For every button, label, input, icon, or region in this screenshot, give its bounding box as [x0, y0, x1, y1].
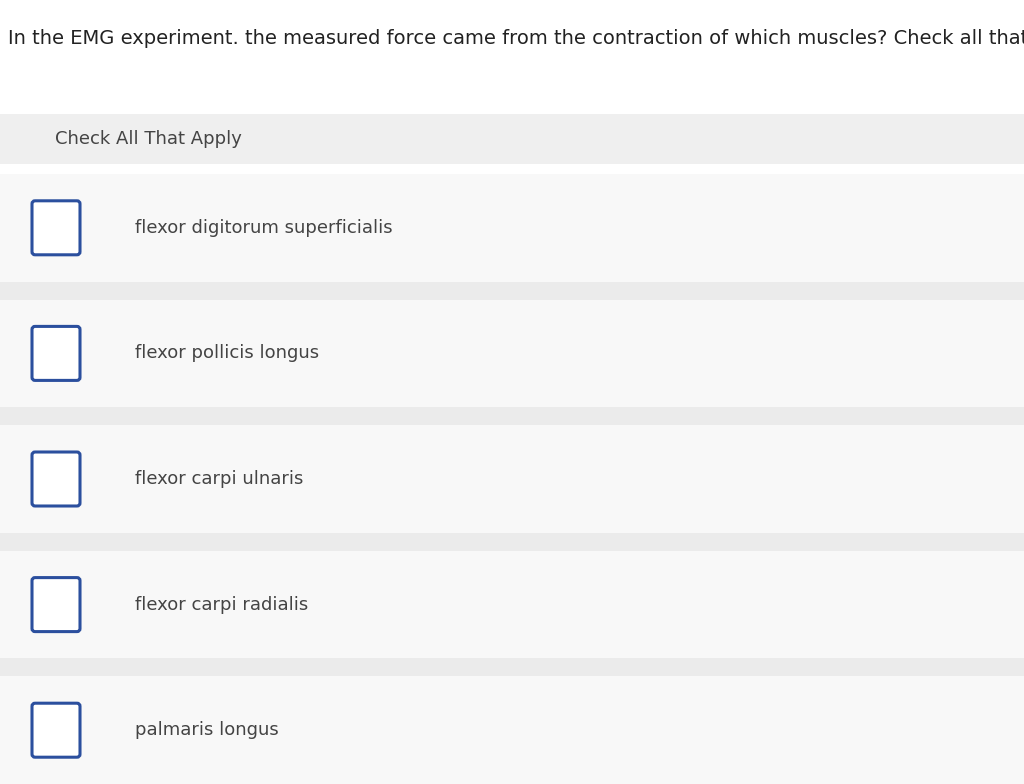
FancyBboxPatch shape [32, 326, 80, 380]
FancyBboxPatch shape [32, 201, 80, 255]
Text: flexor pollicis longus: flexor pollicis longus [135, 344, 319, 362]
FancyBboxPatch shape [0, 551, 1024, 659]
Text: flexor carpi ulnaris: flexor carpi ulnaris [135, 470, 303, 488]
FancyBboxPatch shape [32, 452, 80, 506]
FancyBboxPatch shape [0, 425, 1024, 533]
FancyBboxPatch shape [0, 677, 1024, 784]
Text: In the EMG experiment. the measured force came from the contraction of which mus: In the EMG experiment. the measured forc… [8, 29, 1024, 48]
FancyBboxPatch shape [0, 114, 1024, 164]
Text: Check All That Apply: Check All That Apply [55, 130, 242, 148]
Text: flexor digitorum superficialis: flexor digitorum superficialis [135, 219, 392, 237]
FancyBboxPatch shape [0, 281, 1024, 299]
FancyBboxPatch shape [0, 299, 1024, 407]
FancyBboxPatch shape [0, 407, 1024, 425]
FancyBboxPatch shape [32, 578, 80, 632]
Text: palmaris longus: palmaris longus [135, 721, 279, 739]
FancyBboxPatch shape [0, 174, 1024, 281]
Text: flexor carpi radialis: flexor carpi radialis [135, 596, 308, 614]
FancyBboxPatch shape [0, 533, 1024, 551]
FancyBboxPatch shape [0, 659, 1024, 677]
FancyBboxPatch shape [32, 703, 80, 757]
